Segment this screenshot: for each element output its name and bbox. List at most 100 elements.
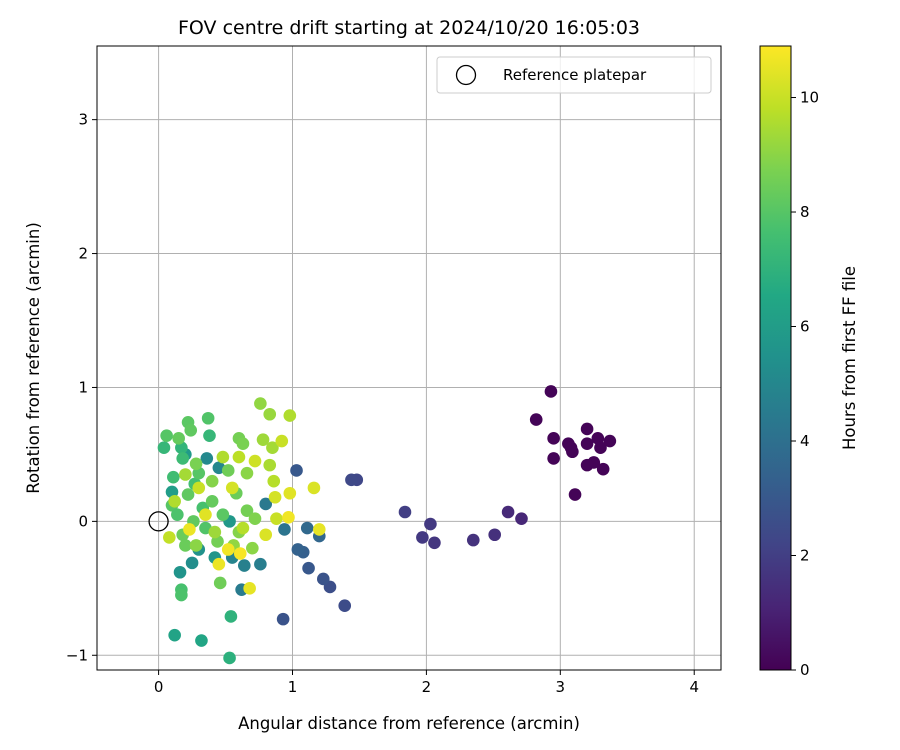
data-point: [266, 441, 279, 455]
data-point: [203, 429, 216, 442]
data-point: [603, 434, 617, 448]
data-point: [256, 433, 270, 446]
data-point: [529, 413, 543, 426]
data-point: [254, 397, 267, 410]
data-point: [176, 452, 189, 465]
chart-title: FOV centre drift starting at 2024/10/20 …: [178, 17, 640, 39]
legend-box: [436, 56, 712, 94]
x-tick-label: 1: [288, 678, 298, 696]
data-point: [488, 528, 501, 542]
data-point: [580, 437, 594, 450]
data-point: [201, 411, 215, 425]
data-point: [290, 464, 303, 477]
colorbar-tick-label: 6: [800, 318, 810, 336]
data-point: [175, 588, 188, 602]
data-point: [237, 559, 251, 572]
data-point: [278, 523, 291, 536]
data-point: [398, 505, 412, 519]
data-point: [157, 441, 171, 455]
data-point: [312, 523, 326, 536]
data-point: [317, 572, 330, 586]
y-tick-label: 3: [78, 111, 88, 129]
data-point: [596, 462, 610, 476]
data-point: [232, 450, 246, 464]
colorbar-tick-label: 10: [800, 89, 819, 107]
data-point: [192, 481, 206, 495]
data-point: [183, 523, 196, 536]
data-point: [345, 473, 358, 487]
data-point: [282, 511, 295, 524]
data-point: [276, 612, 290, 626]
data-point: [205, 494, 219, 508]
data-point: [225, 481, 239, 495]
data-point: [275, 434, 289, 448]
data-point: [200, 452, 214, 465]
data-point: [221, 543, 235, 556]
data-point: [172, 432, 185, 445]
colorbar-tick-label: 4: [800, 432, 810, 450]
data-point: [179, 539, 192, 552]
data-point: [259, 497, 273, 511]
data-point: [221, 464, 235, 477]
data-point: [466, 533, 480, 547]
colorbar: [759, 45, 792, 671]
y-tick-label: 1: [78, 378, 88, 396]
data-point: [240, 466, 254, 480]
data-point: [580, 422, 594, 436]
data-point: [189, 457, 203, 471]
data-point: [208, 525, 222, 539]
data-point: [267, 474, 281, 488]
data-point: [216, 508, 230, 521]
y-tick-label: 0: [78, 512, 88, 530]
data-point: [338, 599, 352, 613]
y-axis-label: Rotation from reference (arcmin): [24, 222, 43, 494]
y-tick-label: −1: [66, 646, 88, 664]
data-point: [160, 429, 173, 442]
scatter-points: [157, 385, 617, 665]
colorbar-label: Hours from first FF file: [840, 266, 859, 450]
data-point: [171, 508, 184, 521]
data-point: [205, 474, 219, 488]
data-point: [168, 628, 181, 642]
data-point: [223, 651, 236, 665]
data-point: [199, 508, 212, 521]
data-point: [163, 531, 176, 544]
legend-marker-icon: [455, 64, 477, 86]
data-point: [254, 557, 267, 571]
data-point: [179, 468, 192, 481]
x-axis-label: Angular distance from reference (arcmin): [238, 714, 580, 733]
colorbar-ticks: 0 2 4 6 8 10: [791, 89, 819, 679]
x-tick-label: 3: [556, 678, 566, 696]
data-point: [236, 521, 250, 535]
data-point: [263, 458, 277, 472]
data-point: [263, 407, 277, 421]
colorbar-tick-label: 2: [800, 547, 810, 565]
data-point: [248, 454, 262, 468]
colorbar-tick-label: 8: [800, 203, 810, 221]
data-point: [224, 610, 238, 623]
data-point: [236, 437, 250, 450]
grid: [97, 46, 721, 670]
x-tick-label: 0: [154, 678, 164, 696]
data-point: [501, 505, 515, 519]
data-point: [547, 432, 560, 445]
data-point: [248, 512, 262, 525]
data-point: [168, 494, 181, 508]
data-point: [167, 470, 180, 484]
data-point: [259, 528, 273, 542]
data-point: [594, 441, 607, 455]
colorbar-tick-label: 0: [800, 661, 810, 679]
data-point: [240, 504, 254, 517]
data-point: [291, 543, 305, 556]
axis-ticks: 0 1 2 3 4 −1 0 1 2 3: [66, 111, 699, 696]
data-point: [181, 488, 195, 501]
plot-frame: [96, 45, 722, 671]
data-point: [213, 576, 227, 590]
data-point: [270, 512, 283, 525]
data-point: [185, 556, 199, 570]
data-point: [515, 512, 528, 525]
data-point: [246, 541, 259, 555]
reference-platepar-marker: [148, 511, 169, 532]
data-point: [547, 452, 560, 465]
data-point: [243, 582, 256, 595]
